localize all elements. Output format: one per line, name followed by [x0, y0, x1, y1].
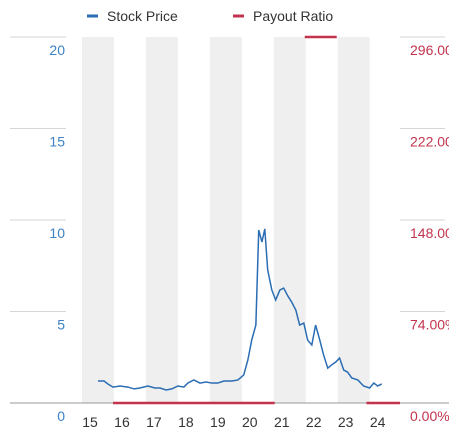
series-line: [97, 228, 383, 391]
x-tick-label: 23: [338, 414, 354, 430]
y-tick-label: 15: [49, 134, 65, 150]
y2-tick-label: 0.00%: [410, 408, 449, 424]
y2-tick-label: 296.00%: [410, 42, 449, 58]
x-tick-label: 18: [178, 414, 194, 430]
legend-label: Stock Price: [107, 8, 178, 24]
y-tick-label: 20: [49, 42, 65, 58]
y2-tick-label: 222.00%: [410, 134, 449, 150]
legend-label: Payout Ratio: [253, 8, 333, 24]
year-band: [82, 37, 114, 403]
x-tick-label: 15: [82, 414, 98, 430]
x-tick-label: 19: [210, 414, 226, 430]
x-tick-label: 17: [146, 414, 162, 430]
year-band: [209, 37, 242, 403]
year-band: [273, 37, 306, 403]
x-tick-label: 20: [242, 414, 258, 430]
year-band: [337, 37, 370, 403]
x-tick-label: 16: [114, 414, 130, 430]
x-tick-label: 22: [306, 414, 322, 430]
series-line: [113, 35, 400, 405]
x-tick-label: 21: [274, 414, 290, 430]
y-tick-label: 10: [49, 225, 65, 241]
y2-tick-label: 148.00%: [410, 225, 449, 241]
y-tick-label: 0: [57, 408, 65, 424]
x-tick-label: 24: [370, 414, 386, 430]
year-band: [145, 37, 178, 403]
y-tick-label: 5: [57, 317, 65, 333]
y2-tick-label: 74.00%: [410, 317, 449, 333]
